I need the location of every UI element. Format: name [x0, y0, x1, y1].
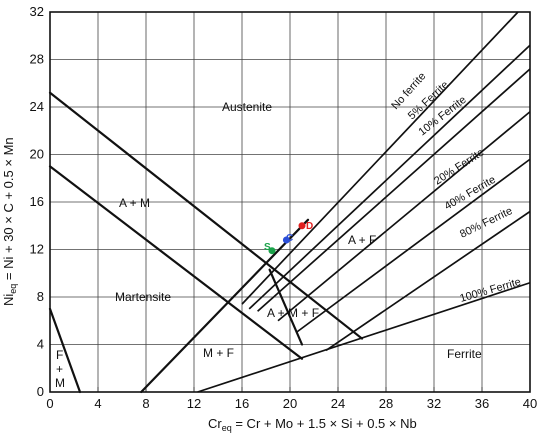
point-label-c: C: [286, 233, 293, 244]
region-a-f: A + F: [348, 233, 376, 247]
x-tick-label-12: 12: [187, 396, 201, 411]
ferrite-line-1: [248, 44, 531, 310]
phase-boundary-0: [48, 91, 364, 340]
x-tick-label-32: 32: [427, 396, 441, 411]
x-tick-label-16: 16: [235, 396, 249, 411]
y-axis-label: Nieq = Ni + 30 × C + 0.5 × Mn: [1, 137, 18, 306]
y-tick-label-24: 24: [30, 99, 44, 114]
ferrite-lines: [197, 11, 531, 393]
tick-labels: 0 4 8 12 16 20 24 28 32 36 40 0 4 8 12 16 20 24 28 32: [30, 4, 538, 411]
y-tick-label-20: 20: [30, 147, 44, 162]
region-f-m-top: F: [56, 348, 63, 362]
ferrite-line-0: [241, 11, 519, 305]
x-tick-label-24: 24: [331, 396, 345, 411]
y-tick-label-0: 0: [37, 384, 44, 399]
x-tick-label-28: 28: [379, 396, 393, 411]
region-m-f: M + F: [203, 346, 234, 360]
region-ferrite: Ferrite: [447, 347, 482, 361]
y-tick-label-4: 4: [37, 337, 44, 352]
x-tick-label-36: 36: [475, 396, 489, 411]
phase-boundary-3: [48, 307, 82, 394]
label-100-ferrite: 100% Ferrite: [459, 276, 523, 305]
y-tick-label-8: 8: [37, 289, 44, 304]
y-tick-label-28: 28: [30, 52, 44, 67]
ferrite-line-3: [277, 111, 531, 322]
ferrite-line-4: [295, 158, 531, 334]
plot-frame: [49, 11, 531, 393]
label-80-ferrite: 80% Ferrite: [458, 205, 514, 241]
ferrite-line-5: [325, 210, 531, 352]
phase-boundary-2: [140, 218, 310, 394]
x-tick-label-20: 20: [283, 396, 297, 411]
y-tick-label-16: 16: [30, 194, 44, 209]
x-axis-label: Creq = Cr + Mo + 1.5 × Si + 0.5 × Nb: [208, 416, 417, 433]
x-tick-label-8: 8: [142, 396, 149, 411]
point-label-d: D: [306, 221, 313, 232]
data-point-s: [268, 247, 276, 255]
ferrite-line-6: [197, 281, 531, 393]
data-point-d: [298, 222, 306, 230]
region-a-m-f: A + M + F: [267, 306, 319, 320]
ferrite-line-2: [257, 68, 531, 312]
region-a-m: A + M: [119, 196, 150, 210]
x-tick-label-0: 0: [46, 396, 53, 411]
y-tick-label-12: 12: [30, 242, 44, 257]
x-tick-label-40: 40: [523, 396, 537, 411]
data-points: [268, 222, 306, 255]
region-martensite: Martensite: [115, 290, 171, 304]
y-tick-label-32: 32: [30, 4, 44, 19]
phase-boundary-1: [48, 165, 304, 360]
region-f-m-bottom: M: [55, 376, 65, 390]
boundary-lines: [48, 91, 364, 394]
data-point-c: [282, 236, 290, 244]
region-austenite: Austenite: [222, 100, 272, 114]
x-tick-label-4: 4: [94, 396, 101, 411]
region-f-m-plus: +: [56, 362, 63, 376]
point-label-s: S: [264, 242, 271, 253]
